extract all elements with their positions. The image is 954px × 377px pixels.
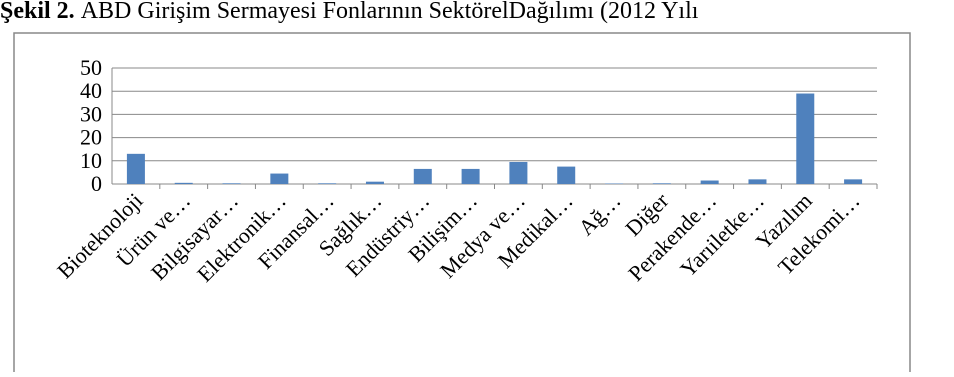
figure-label: Şekil 2.: [0, 0, 75, 24]
bar: [796, 94, 814, 184]
y-tick-label: 40: [80, 78, 102, 103]
y-tick-label: 0: [91, 171, 102, 196]
y-tick-label: 10: [80, 148, 102, 173]
bar: [557, 167, 575, 184]
x-tick-label: Ağ…: [573, 188, 625, 240]
bar: [462, 169, 480, 184]
y-tick-label: 50: [80, 55, 102, 80]
bar: [318, 183, 336, 184]
bar: [270, 174, 288, 184]
y-tick-label: 20: [80, 125, 102, 150]
y-tick-label: 30: [80, 101, 102, 126]
bar: [175, 183, 193, 184]
bar: [701, 181, 719, 184]
bar: [223, 183, 241, 184]
bar: [653, 183, 671, 184]
bar: [414, 169, 432, 184]
bar: [844, 179, 862, 184]
title-text: ABD Girişim Sermayesi Fonlarının Sektöre…: [81, 0, 699, 24]
bar: [127, 154, 145, 184]
bar: [366, 182, 384, 184]
bar: [748, 179, 766, 184]
bar: [509, 162, 527, 184]
chart-title: Şekil 2.ABD Girişim Sermayesi Fonlarının…: [0, 0, 699, 24]
